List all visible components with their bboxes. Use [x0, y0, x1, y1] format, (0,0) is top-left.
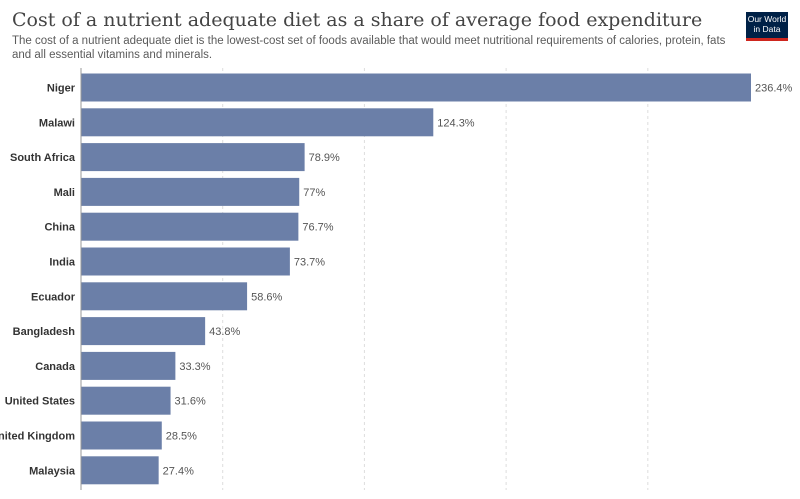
category-label: India [49, 257, 76, 269]
category-label: Mali [54, 187, 75, 199]
value-label: 76.7% [302, 222, 333, 234]
bar[interactable] [81, 247, 290, 276]
bar[interactable] [81, 351, 176, 380]
category-label: South Africa [10, 152, 76, 164]
bar[interactable] [81, 108, 434, 137]
chart-subtitle: The cost of a nutrient adequate diet is … [12, 35, 726, 61]
category-label: Malawi [39, 117, 75, 129]
value-label: 33.3% [179, 361, 210, 373]
bar[interactable] [81, 143, 305, 172]
value-label: 73.7% [294, 257, 325, 269]
category-label: Malaysia [29, 465, 76, 477]
value-label: 77% [303, 187, 325, 199]
value-label: 43.8% [209, 326, 240, 338]
owid-logo[interactable]: Our World in Data [746, 12, 788, 41]
value-label: 27.4% [163, 465, 194, 477]
bar[interactable] [81, 212, 299, 241]
bar[interactable] [81, 282, 248, 311]
value-label: 236.4% [755, 83, 793, 95]
value-label: 78.9% [309, 152, 340, 164]
bar[interactable] [81, 456, 159, 485]
category-label: China [44, 222, 75, 234]
value-label: 28.5% [166, 431, 197, 443]
bar[interactable] [81, 73, 752, 102]
logo-line-1: Our World [747, 14, 787, 24]
category-label: Niger [47, 83, 76, 95]
bar[interactable] [81, 421, 162, 450]
category-label: United Kingdom [0, 431, 75, 443]
bar[interactable] [81, 317, 206, 346]
category-label: Ecuador [31, 291, 76, 303]
bar[interactable] [81, 386, 171, 415]
chart-title: Cost of a nutrient adequate diet as a sh… [12, 9, 703, 31]
value-label: 124.3% [437, 117, 475, 129]
category-label: Bangladesh [13, 326, 76, 338]
value-label: 31.6% [175, 396, 206, 408]
logo-line-2: in Data [753, 24, 781, 34]
bar[interactable] [81, 177, 300, 206]
category-label: Canada [35, 361, 76, 373]
value-label: 58.6% [251, 291, 282, 303]
category-label: United States [5, 396, 75, 408]
